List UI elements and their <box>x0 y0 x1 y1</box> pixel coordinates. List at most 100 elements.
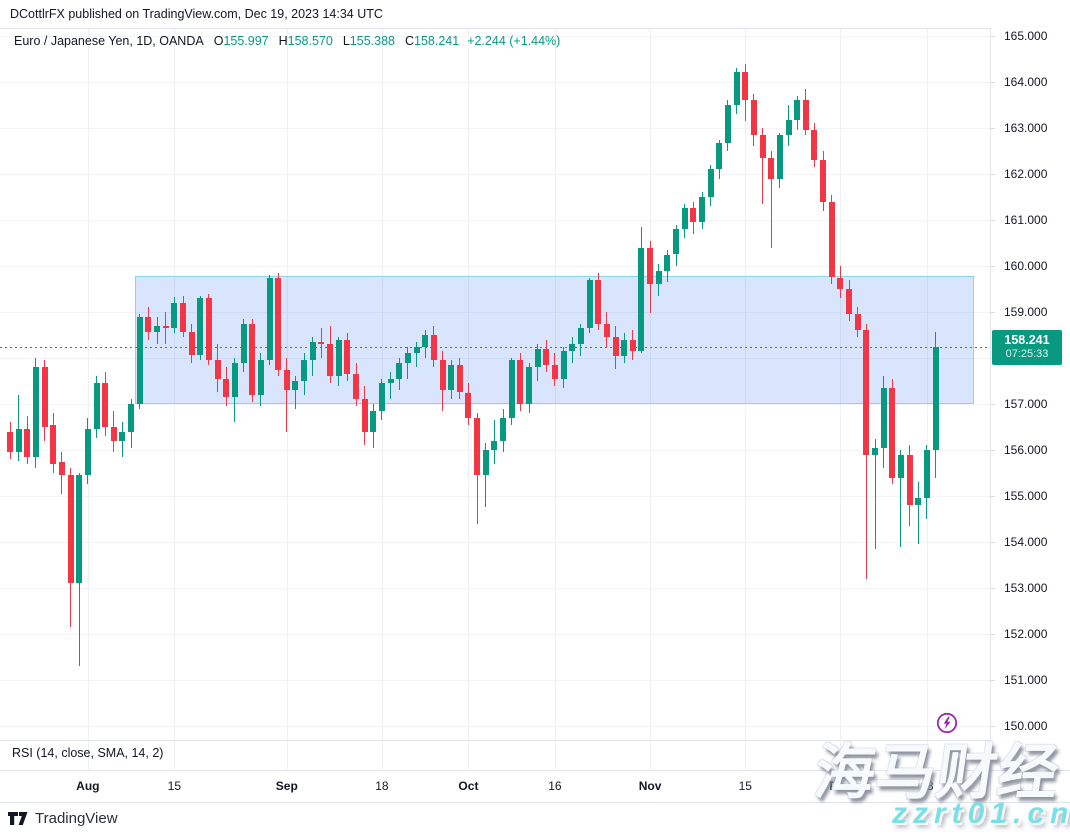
candle-wick <box>874 438 876 549</box>
symbol-title[interactable]: Euro / Japanese Yen, 1D, OANDA <box>14 34 204 48</box>
price-axis-label[interactable]: 163.000 <box>1004 121 1048 135</box>
candle <box>292 381 299 391</box>
time-axis-label[interactable]: Sep <box>275 779 298 793</box>
candle <box>785 120 792 135</box>
candle <box>724 105 731 144</box>
price-axis-label[interactable]: 159.000 <box>1004 305 1048 319</box>
candle <box>526 367 532 404</box>
price-axis-label[interactable]: 150.000 <box>1004 719 1048 733</box>
candle-wick <box>770 151 772 248</box>
candle-wick <box>286 358 288 432</box>
tradingview-footer-link[interactable]: TradingView <box>8 810 118 827</box>
time-axis-label[interactable]: 16 <box>548 779 562 793</box>
chart-legend[interactable]: Euro / Japanese Yen, 1D, OANDA O155.997 H1… <box>14 34 560 48</box>
gridline-horizontal <box>0 588 990 589</box>
candle-wick <box>165 312 167 345</box>
candle <box>621 339 628 356</box>
candle <box>378 383 385 411</box>
candle <box>102 383 109 427</box>
candle <box>699 197 705 223</box>
candle-wick <box>18 394 20 462</box>
price-axis-tick <box>990 174 995 175</box>
price-axis-label[interactable]: 151.000 <box>1004 673 1048 687</box>
time-axis-label[interactable]: Nov <box>638 779 662 793</box>
candle <box>93 383 100 430</box>
candle <box>110 427 117 441</box>
price-axis-label[interactable]: 152.000 <box>1004 627 1048 641</box>
price-axis-label[interactable]: 156.000 <box>1004 443 1048 457</box>
candle <box>76 475 83 584</box>
gridline-horizontal <box>0 450 990 451</box>
candle <box>275 277 282 370</box>
candle <box>309 341 316 361</box>
candle <box>897 454 904 478</box>
price-axis-label[interactable]: 164.000 <box>1004 75 1048 89</box>
candle <box>629 339 636 352</box>
price-axis-tick <box>990 404 995 405</box>
price-axis-tick <box>990 726 995 727</box>
legend-o-value: O155.997 <box>213 34 269 48</box>
price-axis-tick <box>990 128 995 129</box>
candle <box>915 498 922 506</box>
time-axis-separator <box>0 770 1070 771</box>
legend-c-value: C158.241 <box>404 34 460 48</box>
candle <box>145 316 152 333</box>
candle <box>508 360 515 418</box>
candle <box>188 332 195 356</box>
candle <box>906 454 913 506</box>
candle <box>465 392 472 418</box>
candle-wick <box>917 482 919 545</box>
candle <box>543 348 550 365</box>
price-axis-tick <box>990 82 995 83</box>
time-axis-label[interactable]: 15 <box>738 779 752 793</box>
time-axis-label[interactable]: 15 <box>167 779 182 793</box>
candle <box>690 208 697 223</box>
price-axis-label[interactable]: 160.000 <box>1004 259 1048 273</box>
candle <box>863 330 870 455</box>
price-axis-label[interactable]: 161.000 <box>1004 213 1048 227</box>
rsi-indicator-label[interactable]: RSI (14, close, SMA, 14, 2) <box>12 746 164 760</box>
candle <box>430 335 437 361</box>
candle <box>560 351 567 379</box>
candle <box>932 346 939 451</box>
flash-reaction-icon[interactable] <box>936 712 958 734</box>
candle <box>534 348 541 368</box>
time-axis-label[interactable]: 18 <box>375 779 389 793</box>
candle <box>603 324 610 338</box>
candle <box>370 410 377 432</box>
candle <box>577 328 584 345</box>
candle <box>595 279 602 325</box>
candle <box>759 134 766 158</box>
candle <box>361 399 368 432</box>
candle <box>889 387 896 478</box>
candle <box>32 367 39 457</box>
candle <box>283 369 290 391</box>
price-axis-tick <box>990 588 995 589</box>
time-axis-label[interactable]: Oct <box>458 779 479 793</box>
candle <box>266 277 273 361</box>
gridline-horizontal <box>0 680 990 681</box>
price-axis-label[interactable]: 154.000 <box>1004 535 1048 549</box>
time-axis-label[interactable]: Aug <box>76 779 100 793</box>
price-axis-label[interactable]: 155.000 <box>1004 489 1048 503</box>
price-axis-label[interactable]: 157.000 <box>1004 397 1048 411</box>
candle <box>119 431 126 441</box>
gridline-vertical <box>650 28 652 770</box>
time-axis-label[interactable]: 18 <box>920 779 934 793</box>
candle <box>474 417 481 476</box>
gridline-vertical <box>286 28 288 770</box>
candle <box>638 247 645 352</box>
candle-wick <box>900 450 902 547</box>
gridline-horizontal <box>0 726 990 727</box>
price-axis-label[interactable]: 162.000 <box>1004 167 1048 181</box>
candle <box>716 143 723 170</box>
candle <box>67 475 74 584</box>
candle <box>396 362 403 379</box>
candle-wick <box>407 346 409 379</box>
time-axis-label[interactable]: Dec <box>829 779 852 793</box>
price-axis-tick <box>990 220 995 221</box>
price-axis-label[interactable]: 165.000 <box>1004 29 1048 43</box>
price-axis-label[interactable]: 153.000 <box>1004 581 1048 595</box>
